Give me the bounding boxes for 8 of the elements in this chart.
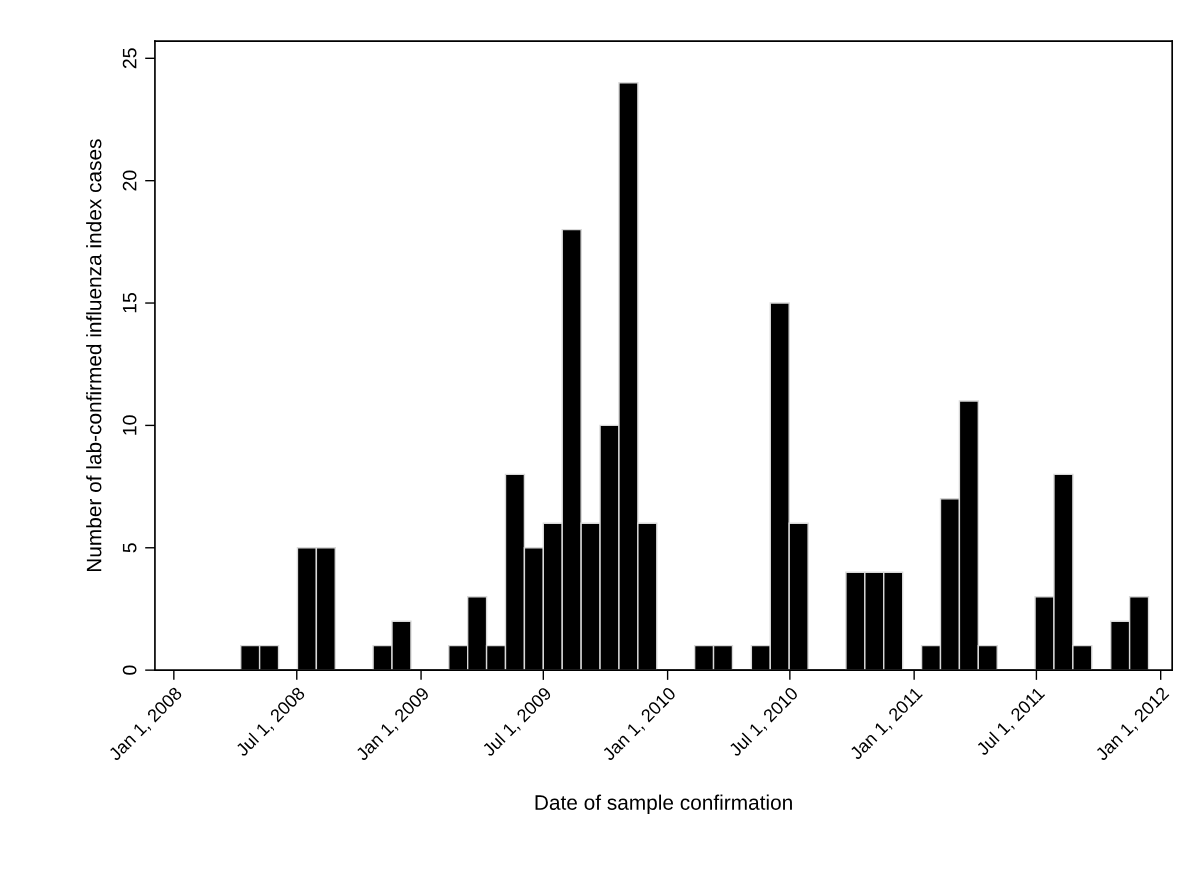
x-axis-title: Date of sample confirmation (535, 794, 792, 815)
y-tick-label: 0 (122, 665, 137, 675)
y-tick-label: 25 (122, 48, 137, 69)
y-tick-label: 15 (122, 293, 137, 313)
y-tick-label: 10 (122, 415, 137, 435)
y-axis-title: Number of lab-confirmed influenza index cases (86, 139, 102, 572)
y-tick-label: 5 (122, 543, 137, 553)
y-tick-label: 20 (122, 170, 137, 191)
